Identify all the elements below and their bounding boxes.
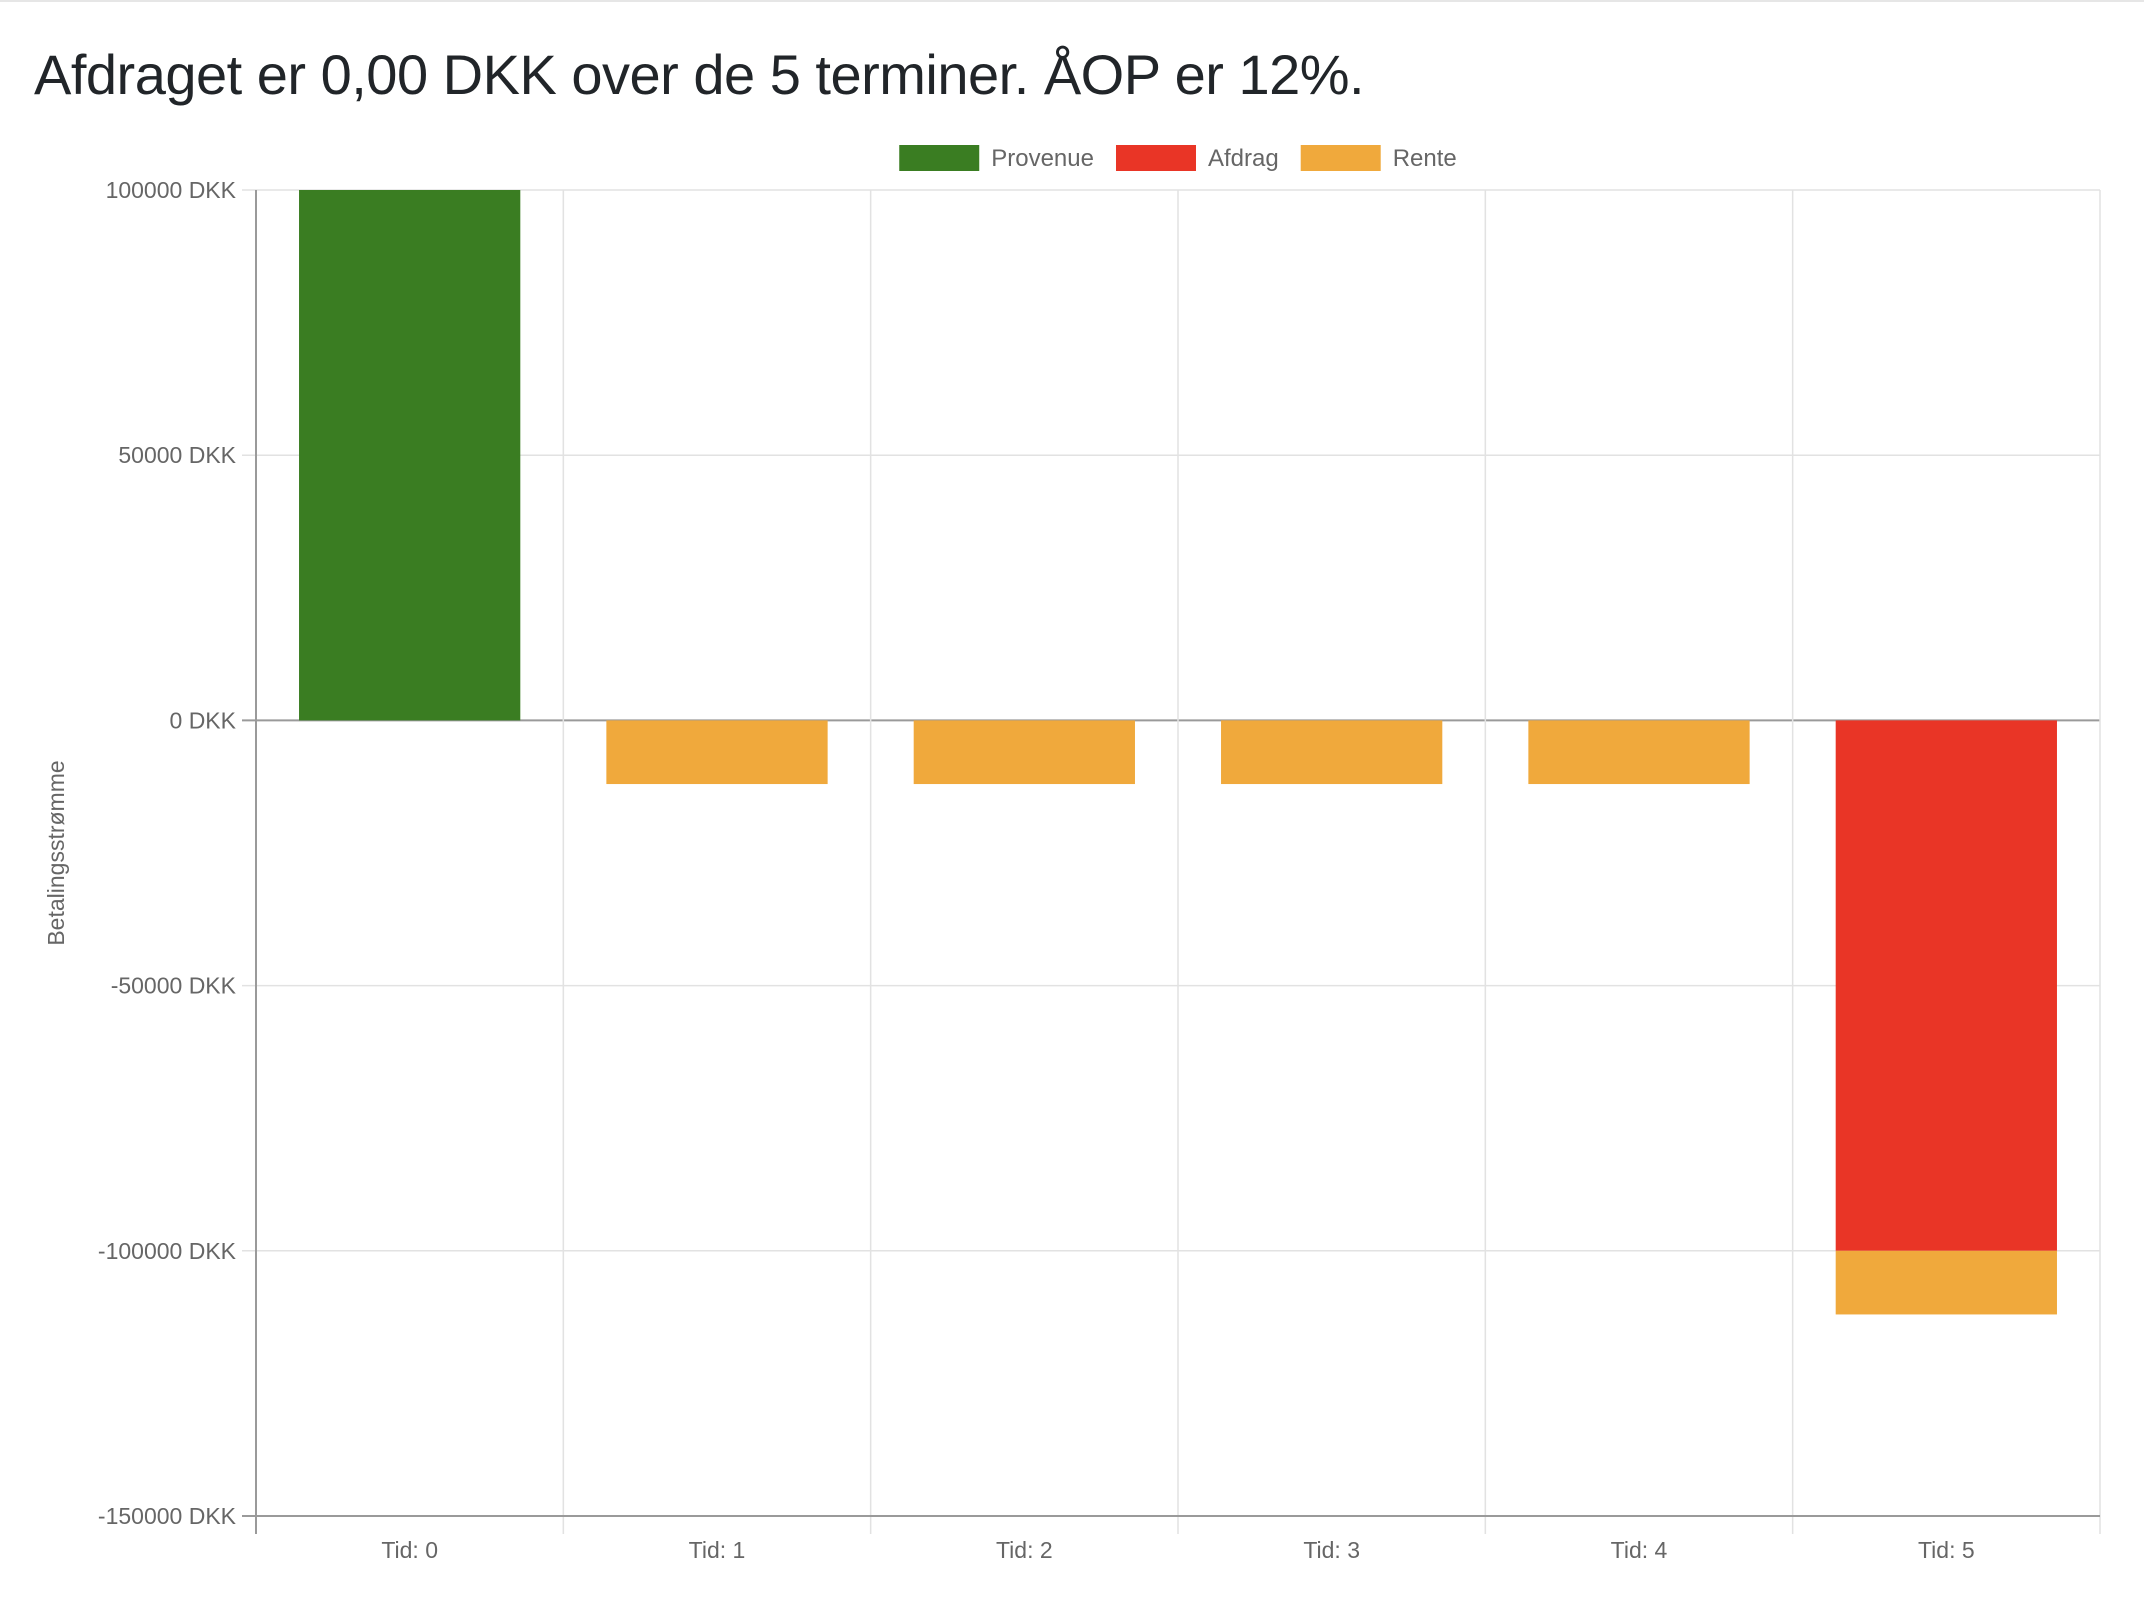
bar-rente-5[interactable]	[1835, 1250, 2057, 1315]
legend-label: Afdrag	[1208, 145, 1279, 172]
legend-label: Rente	[1393, 145, 1457, 172]
legend-label: Provenue	[991, 145, 1094, 172]
legend-swatch	[899, 145, 980, 171]
bar-rente-1[interactable]	[606, 720, 828, 785]
page-title: Afdraget er 0,00 DKK over de 5 terminer.…	[34, 43, 1365, 106]
bar-rente-4[interactable]	[1528, 720, 1750, 785]
bar-rente-3[interactable]	[1221, 720, 1443, 785]
bars	[299, 190, 2057, 1315]
y-tick-label: 50000 DKK	[118, 442, 236, 468]
legend-item-rente[interactable]: Rente	[1300, 145, 1457, 172]
y-tick-label: -150000 DKK	[98, 1503, 237, 1529]
legend-item-provenue[interactable]: Provenue	[899, 145, 1094, 172]
bar-rente-2[interactable]	[913, 720, 1135, 785]
y-tick-label: 100000 DKK	[106, 177, 237, 203]
x-tick-label: Tid: 0	[381, 1537, 438, 1563]
bar-afdrag-5[interactable]	[1835, 720, 2057, 1251]
bar-provenue-0[interactable]	[299, 190, 521, 721]
y-tick-label: -50000 DKK	[111, 973, 237, 999]
x-tick-label: Tid: 2	[996, 1537, 1053, 1563]
legend-swatch	[1115, 145, 1196, 171]
x-tick-label: Tid: 4	[1611, 1537, 1668, 1563]
x-tick-label: Tid: 1	[689, 1537, 746, 1563]
y-tick-label: -100000 DKK	[98, 1238, 237, 1264]
y-axis-title: Betalingsstrømme	[43, 760, 69, 945]
axes: 100000 DKK 50000 DKK 0 DKK -50000 DKK -10000…	[43, 177, 2100, 1563]
legend-swatch	[1300, 145, 1381, 171]
x-tick-label: Tid: 5	[1918, 1537, 1975, 1563]
legend[interactable]: Provenue Afdrag Rente	[899, 145, 1457, 172]
grid-lines	[242, 189, 2101, 1534]
x-tick-label: Tid: 3	[1303, 1537, 1360, 1563]
legend-item-afdrag[interactable]: Afdrag	[1115, 145, 1279, 172]
y-tick-label: 0 DKK	[170, 707, 237, 733]
